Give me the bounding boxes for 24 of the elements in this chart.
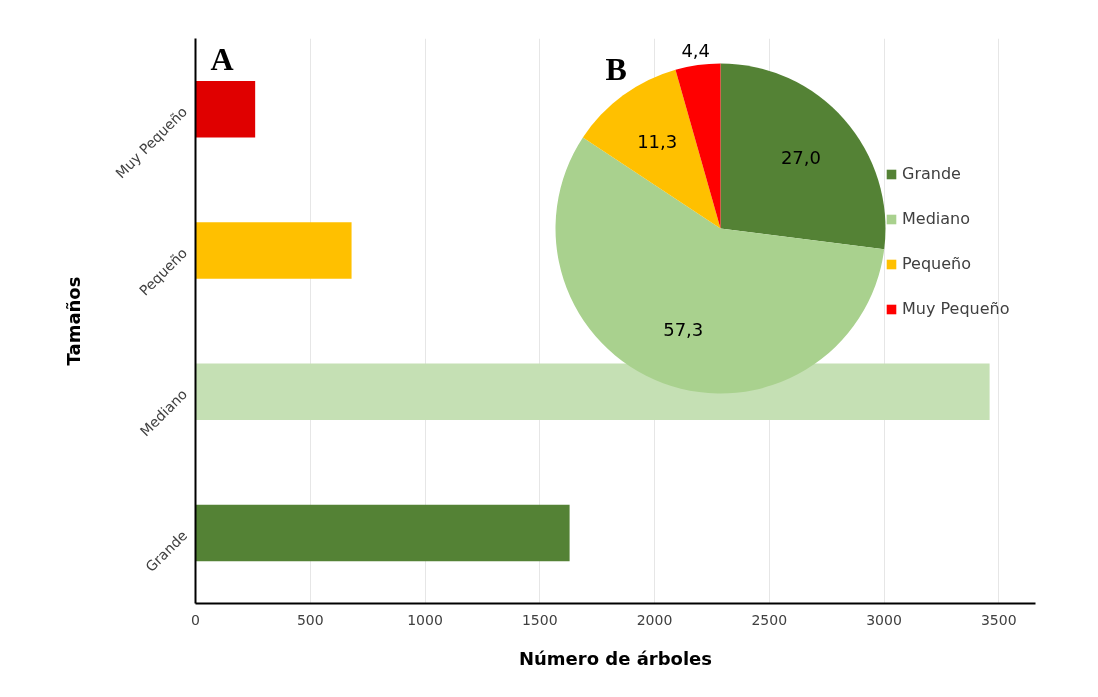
data-label: 4,4 — [681, 39, 711, 61]
bar — [195, 504, 570, 562]
x-tick-label: 0 — [191, 611, 200, 628]
legend-label: Muy Pequeño — [902, 299, 1010, 318]
x-tick-label: 3000 — [866, 611, 902, 628]
bar — [195, 80, 256, 138]
bar — [195, 363, 990, 420]
annotation: B — [605, 50, 627, 87]
x-tick-label: 1500 — [521, 611, 558, 628]
legend-label: Mediano — [902, 209, 970, 228]
legend-label: Grande — [902, 164, 961, 183]
x-tick-label: 500 — [296, 611, 324, 628]
y-axis-title: Tamaños — [62, 276, 84, 366]
x-tick-label: 2500 — [751, 611, 788, 628]
bar — [195, 222, 352, 279]
data-label: 57,3 — [663, 318, 704, 340]
data-label: 27,0 — [780, 147, 821, 169]
legend-label: Pequeño — [902, 254, 971, 273]
data-label: 11,3 — [637, 131, 678, 153]
annotation: A — [210, 40, 234, 77]
x-tick-label: 1000 — [407, 611, 443, 628]
x-tick-label: 3500 — [980, 611, 1017, 628]
x-tick-label: 2000 — [636, 611, 673, 628]
x-axis-title: Número de árboles — [518, 647, 713, 669]
